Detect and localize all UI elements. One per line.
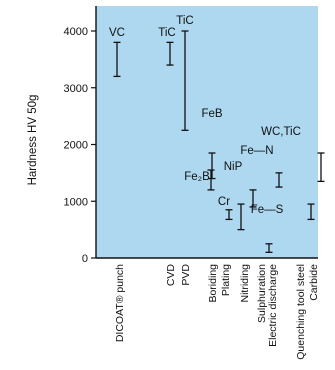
x-category-label: Quenching tool steel (295, 264, 307, 360)
x-category-label: Carbide (308, 264, 320, 301)
x-category-label: Plating (220, 264, 232, 296)
range-label: VC (109, 27, 125, 39)
range-label: NiP (224, 161, 243, 173)
x-category-label: PVD (180, 264, 192, 286)
range-bar (307, 203, 315, 221)
x-category-label: DICOAT® punch (114, 264, 126, 342)
x-category-label: CVD (165, 264, 177, 287)
x-category-label: Boriding (207, 264, 219, 303)
plot-area (96, 6, 318, 258)
x-category-label: Sulphuration (256, 264, 268, 323)
range-bar (237, 203, 245, 231)
y-tick-label: 4000 (64, 26, 88, 38)
range-bar (166, 41, 174, 66)
range-bar (207, 169, 215, 191)
range-bar (275, 172, 283, 188)
range-label: WC,TiC (261, 126, 301, 138)
y-axis-ticks: 0 1000 2000 3000 4000 (64, 26, 96, 265)
range-bar (208, 152, 216, 180)
range-label: Fe—N (240, 145, 273, 157)
x-category-label: Electric discharge (267, 264, 279, 347)
y-tick-label: 0 (82, 253, 88, 265)
range-label: Cr (218, 196, 230, 208)
y-axis-label: Hardness HV 50g (27, 95, 39, 186)
range-bar (265, 243, 273, 253)
range-label: FeB (201, 108, 222, 120)
y-tick-label: 3000 (64, 83, 88, 95)
range-bar (225, 209, 233, 221)
range-label: Fe—S (251, 204, 284, 216)
range-bar (113, 41, 121, 78)
range-label: TiC (158, 27, 175, 39)
range-label: TiC (176, 15, 193, 27)
x-axis-categories: DICOAT® punch CVD PVD Boriding Plating Nitrid… (114, 264, 320, 360)
range-bars (113, 30, 325, 253)
range-label: Fe₂B (184, 171, 210, 183)
y-tick-label: 1000 (64, 196, 88, 208)
y-tick-label: 2000 (64, 140, 88, 152)
range-bar (249, 189, 257, 208)
range-bar (317, 152, 325, 183)
range-bar (181, 30, 189, 131)
x-category-label: Nitriding (239, 264, 251, 303)
